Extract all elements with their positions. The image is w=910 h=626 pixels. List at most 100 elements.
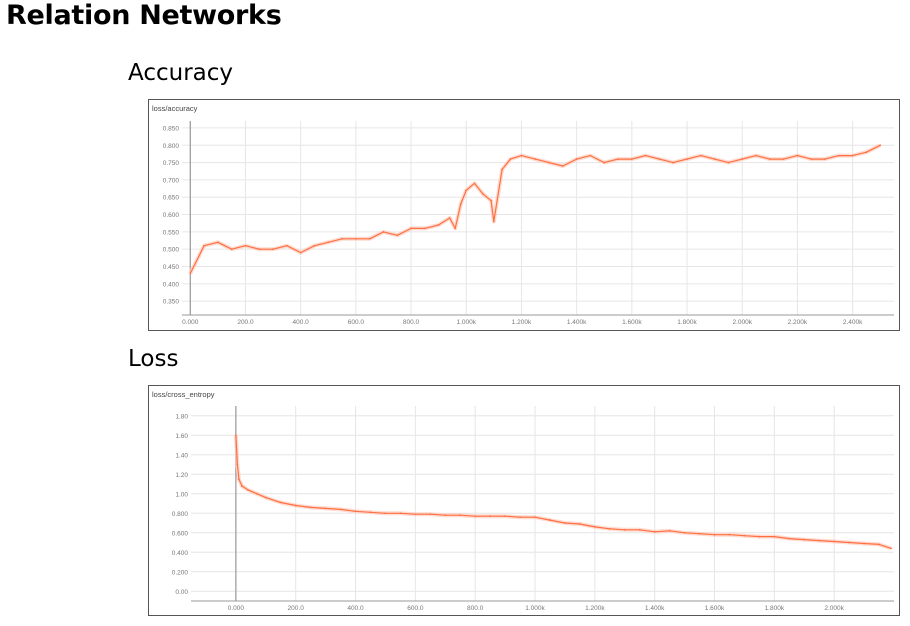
data-point xyxy=(294,504,297,507)
data-point xyxy=(481,192,484,195)
x-tick-label: 1.800k xyxy=(765,605,785,612)
chart-title: loss/cross_entropy xyxy=(152,390,215,399)
data-point xyxy=(603,161,606,164)
x-tick-label: 0.000 xyxy=(228,605,245,612)
accuracy-heading: Accuracy xyxy=(128,60,234,86)
accuracy-chart-panel: loss/accuracy 0.350 0.400 0.450 0.500 0.550 0.… xyxy=(148,99,900,331)
data-point xyxy=(354,510,357,513)
y-tick-label: 0.400 xyxy=(172,550,189,557)
data-point xyxy=(437,224,440,226)
data-point xyxy=(504,515,507,518)
y-tick-label: 0.400 xyxy=(163,281,180,288)
data-point xyxy=(818,539,821,542)
y-tick-label: 0.350 xyxy=(163,299,180,306)
data-point xyxy=(309,506,312,509)
y-tick-label: 0.550 xyxy=(163,229,180,236)
data-point xyxy=(608,527,611,530)
data-point xyxy=(851,154,854,157)
data-point xyxy=(617,158,619,161)
data-point xyxy=(549,519,551,521)
series-raw-band xyxy=(233,435,892,551)
data-point xyxy=(810,158,813,161)
data-point xyxy=(399,512,402,515)
y-tick-label: 0.700 xyxy=(163,177,180,184)
data-point xyxy=(727,161,730,164)
y-tick-label: 0.750 xyxy=(163,160,180,167)
data-point xyxy=(644,154,647,157)
data-point xyxy=(803,538,806,541)
data-point xyxy=(548,161,550,164)
data-point xyxy=(368,237,371,240)
data-point xyxy=(863,542,865,545)
data-point xyxy=(299,251,302,254)
loss-chart-panel: loss/cross_entropy 0.00 0.200 0.400 0.600 0.8… xyxy=(148,385,900,616)
data-point xyxy=(501,168,504,171)
data-point xyxy=(489,515,492,518)
data-point xyxy=(534,158,537,161)
data-point xyxy=(593,526,596,528)
chart-title: loss/accuracy xyxy=(152,104,198,113)
x-tick-label: 1.200k xyxy=(585,605,605,612)
data-point xyxy=(758,535,761,538)
data-point xyxy=(324,507,327,510)
y-tick-label: 0.500 xyxy=(163,247,180,254)
y-tick-label: 1.40 xyxy=(175,452,188,459)
data-point xyxy=(414,513,417,516)
y-tick-label: 0.00 xyxy=(175,589,188,596)
data-point xyxy=(837,154,840,157)
data-point xyxy=(339,508,342,511)
data-point xyxy=(824,158,826,161)
data-point xyxy=(878,543,880,546)
data-point xyxy=(865,151,868,154)
data-point xyxy=(459,514,462,517)
x-tick-label: 400.0 xyxy=(347,605,364,612)
y-tick-label: 0.450 xyxy=(163,264,180,271)
data-point xyxy=(272,248,274,251)
x-tick-label: 1.600k xyxy=(622,319,642,326)
x-tick-label: 2.200k xyxy=(788,319,808,326)
data-point xyxy=(668,529,671,532)
data-point xyxy=(474,515,477,518)
data-point xyxy=(658,158,661,161)
y-tick-label: 1.60 xyxy=(175,433,188,440)
series-line xyxy=(189,144,881,274)
y-tick-label: 0.800 xyxy=(172,511,189,518)
x-tick-label: 2.000k xyxy=(732,319,752,326)
data-point xyxy=(589,154,592,157)
data-point xyxy=(509,158,512,161)
data-point xyxy=(465,189,468,192)
data-point xyxy=(833,540,836,543)
x-tick-label: 1.000k xyxy=(525,605,545,612)
data-point xyxy=(448,217,451,219)
y-tick-label: 0.650 xyxy=(163,195,180,202)
data-point xyxy=(246,488,249,491)
y-tick-label: 0.800 xyxy=(163,143,180,150)
data-point xyxy=(653,530,656,533)
loss-heading: Loss xyxy=(128,346,179,372)
data-point xyxy=(327,241,330,244)
data-point xyxy=(244,244,247,247)
loss-chart[interactable]: loss/cross_entropy 0.00 0.200 0.400 0.600 0.8… xyxy=(149,386,898,614)
data-point xyxy=(189,272,192,275)
data-point xyxy=(686,158,688,161)
page-title: Relation Networks xyxy=(6,0,282,31)
y-tick-label: 0.600 xyxy=(163,212,180,219)
data-point xyxy=(230,248,233,251)
data-point xyxy=(741,158,744,161)
x-tick-label: 2.000k xyxy=(824,605,844,612)
data-point xyxy=(796,154,799,157)
data-point xyxy=(429,513,432,516)
data-point xyxy=(473,182,476,185)
x-tick-label: 2.400k xyxy=(843,319,863,326)
data-point xyxy=(638,528,641,531)
data-point xyxy=(699,154,702,157)
data-point xyxy=(255,492,258,495)
x-tick-label: 200.0 xyxy=(288,605,305,612)
data-point xyxy=(279,501,282,504)
data-point xyxy=(341,237,343,240)
x-tick-label: 1.000k xyxy=(456,319,476,326)
accuracy-chart[interactable]: loss/accuracy 0.350 0.400 0.450 0.500 0.550 0.… xyxy=(149,100,898,329)
x-tick-label: 800.0 xyxy=(403,319,420,326)
data-point xyxy=(743,534,746,537)
data-point xyxy=(384,512,387,515)
